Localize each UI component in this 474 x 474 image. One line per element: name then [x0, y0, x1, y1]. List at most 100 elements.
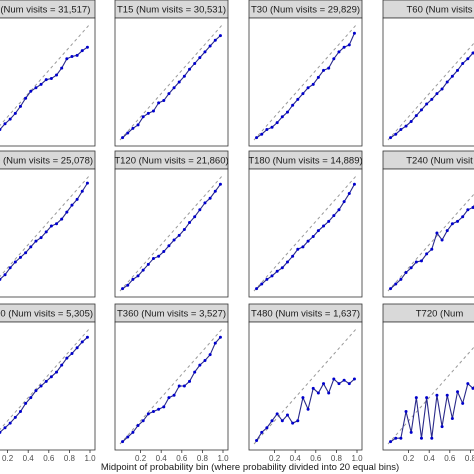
panel-11: T480 (Num visits = 1,637) 0.2 0.4 0.6 0.8 1.0: [248, 303, 363, 463]
data-point: [39, 384, 43, 388]
plot-area: [382, 17, 474, 147]
data-point: [466, 57, 470, 61]
data-point: [327, 66, 331, 70]
plot-area: [248, 321, 363, 451]
data-point: [188, 221, 192, 225]
x-tick-label: 1.0: [84, 454, 96, 463]
data-point: [280, 115, 284, 119]
data-point: [461, 401, 465, 405]
data-point: [13, 260, 17, 264]
data-point: [213, 189, 217, 193]
plot-area: [248, 168, 363, 298]
data-point: [136, 423, 140, 427]
data-point: [55, 370, 59, 374]
data-point: [280, 419, 284, 423]
data-point: [445, 393, 449, 397]
data-point: [414, 260, 418, 264]
data-point: [70, 352, 74, 356]
x-tick-label: 0.6: [310, 454, 322, 463]
data-point: [188, 67, 192, 71]
data-point: [404, 270, 408, 274]
data-point: [399, 128, 403, 132]
data-point: [3, 426, 7, 430]
data-point: [0, 277, 2, 281]
panel-title: T240 (Num visit: [406, 156, 473, 167]
plot-area: [114, 168, 229, 298]
plot-area: [248, 17, 363, 147]
data-point: [136, 274, 140, 278]
data-point: [270, 274, 274, 278]
data-point: [18, 410, 22, 414]
reference-line: [119, 174, 224, 292]
data-point: [24, 96, 28, 100]
data-point: [146, 412, 150, 416]
reference-line: [253, 327, 358, 445]
data-point: [172, 393, 176, 397]
panel-1: T0 (Num visits = 31,517): [0, 0, 96, 147]
data-point: [445, 80, 449, 84]
data-point: [172, 86, 176, 90]
data-point: [136, 123, 140, 127]
x-tick-label: 1.0: [351, 454, 363, 463]
data-point: [162, 250, 166, 254]
data-point: [126, 435, 130, 439]
data-point: [306, 239, 310, 243]
data-point: [404, 124, 408, 128]
data-point: [8, 117, 12, 121]
data-point: [126, 283, 130, 287]
x-tick-label: 0.8: [197, 454, 209, 463]
data-point: [456, 219, 460, 223]
data-point: [18, 255, 22, 259]
data-point: [389, 440, 393, 444]
panel-title: T480 (Num visits = 1,637): [251, 309, 360, 320]
x-tick-label: 0.4: [424, 454, 436, 463]
x-tick-label: 0.2: [2, 454, 14, 463]
data-point: [414, 114, 418, 118]
data-point: [172, 238, 176, 242]
data-point: [29, 396, 33, 400]
data-point: [296, 97, 300, 101]
data-point: [121, 287, 125, 291]
panel-7: T180 (Num visits = 14,889): [248, 150, 363, 298]
data-point: [306, 86, 310, 90]
data-point: [3, 122, 7, 126]
data-point: [404, 410, 408, 414]
data-point: [409, 119, 413, 123]
data-point: [347, 192, 351, 196]
plot-area: [0, 321, 96, 451]
data-point: [394, 436, 398, 440]
data-point: [425, 252, 429, 256]
data-point: [466, 382, 470, 386]
data-point: [208, 44, 212, 48]
data-point: [44, 78, 48, 82]
data-point: [157, 101, 161, 105]
data-point: [461, 215, 465, 219]
panel-8: T240 (Num visit: [382, 150, 474, 298]
data-point: [414, 396, 418, 400]
data-point: [70, 203, 74, 207]
data-point: [425, 102, 429, 106]
data-point: [435, 393, 439, 397]
data-point: [213, 38, 217, 42]
data-point: [419, 108, 423, 112]
data-point: [39, 236, 43, 240]
data-point: [131, 126, 135, 130]
data-point: [85, 335, 89, 339]
x-tick-label: 0.8: [64, 454, 76, 463]
data-point: [65, 356, 69, 360]
data-point: [430, 247, 434, 251]
data-point: [270, 125, 274, 129]
data-point: [435, 92, 439, 96]
data-point: [182, 228, 186, 232]
panel-title: T30 (Num visits = 29,829): [251, 5, 360, 16]
data-point: [34, 389, 38, 393]
data-point: [332, 377, 336, 381]
data-point: [70, 54, 74, 58]
data-point: [218, 182, 222, 186]
data-point: [177, 233, 181, 237]
data-point: [280, 266, 284, 270]
data-point: [85, 45, 89, 49]
reference-line: [0, 23, 91, 127]
data-point: [260, 430, 264, 434]
data-point: [394, 282, 398, 286]
